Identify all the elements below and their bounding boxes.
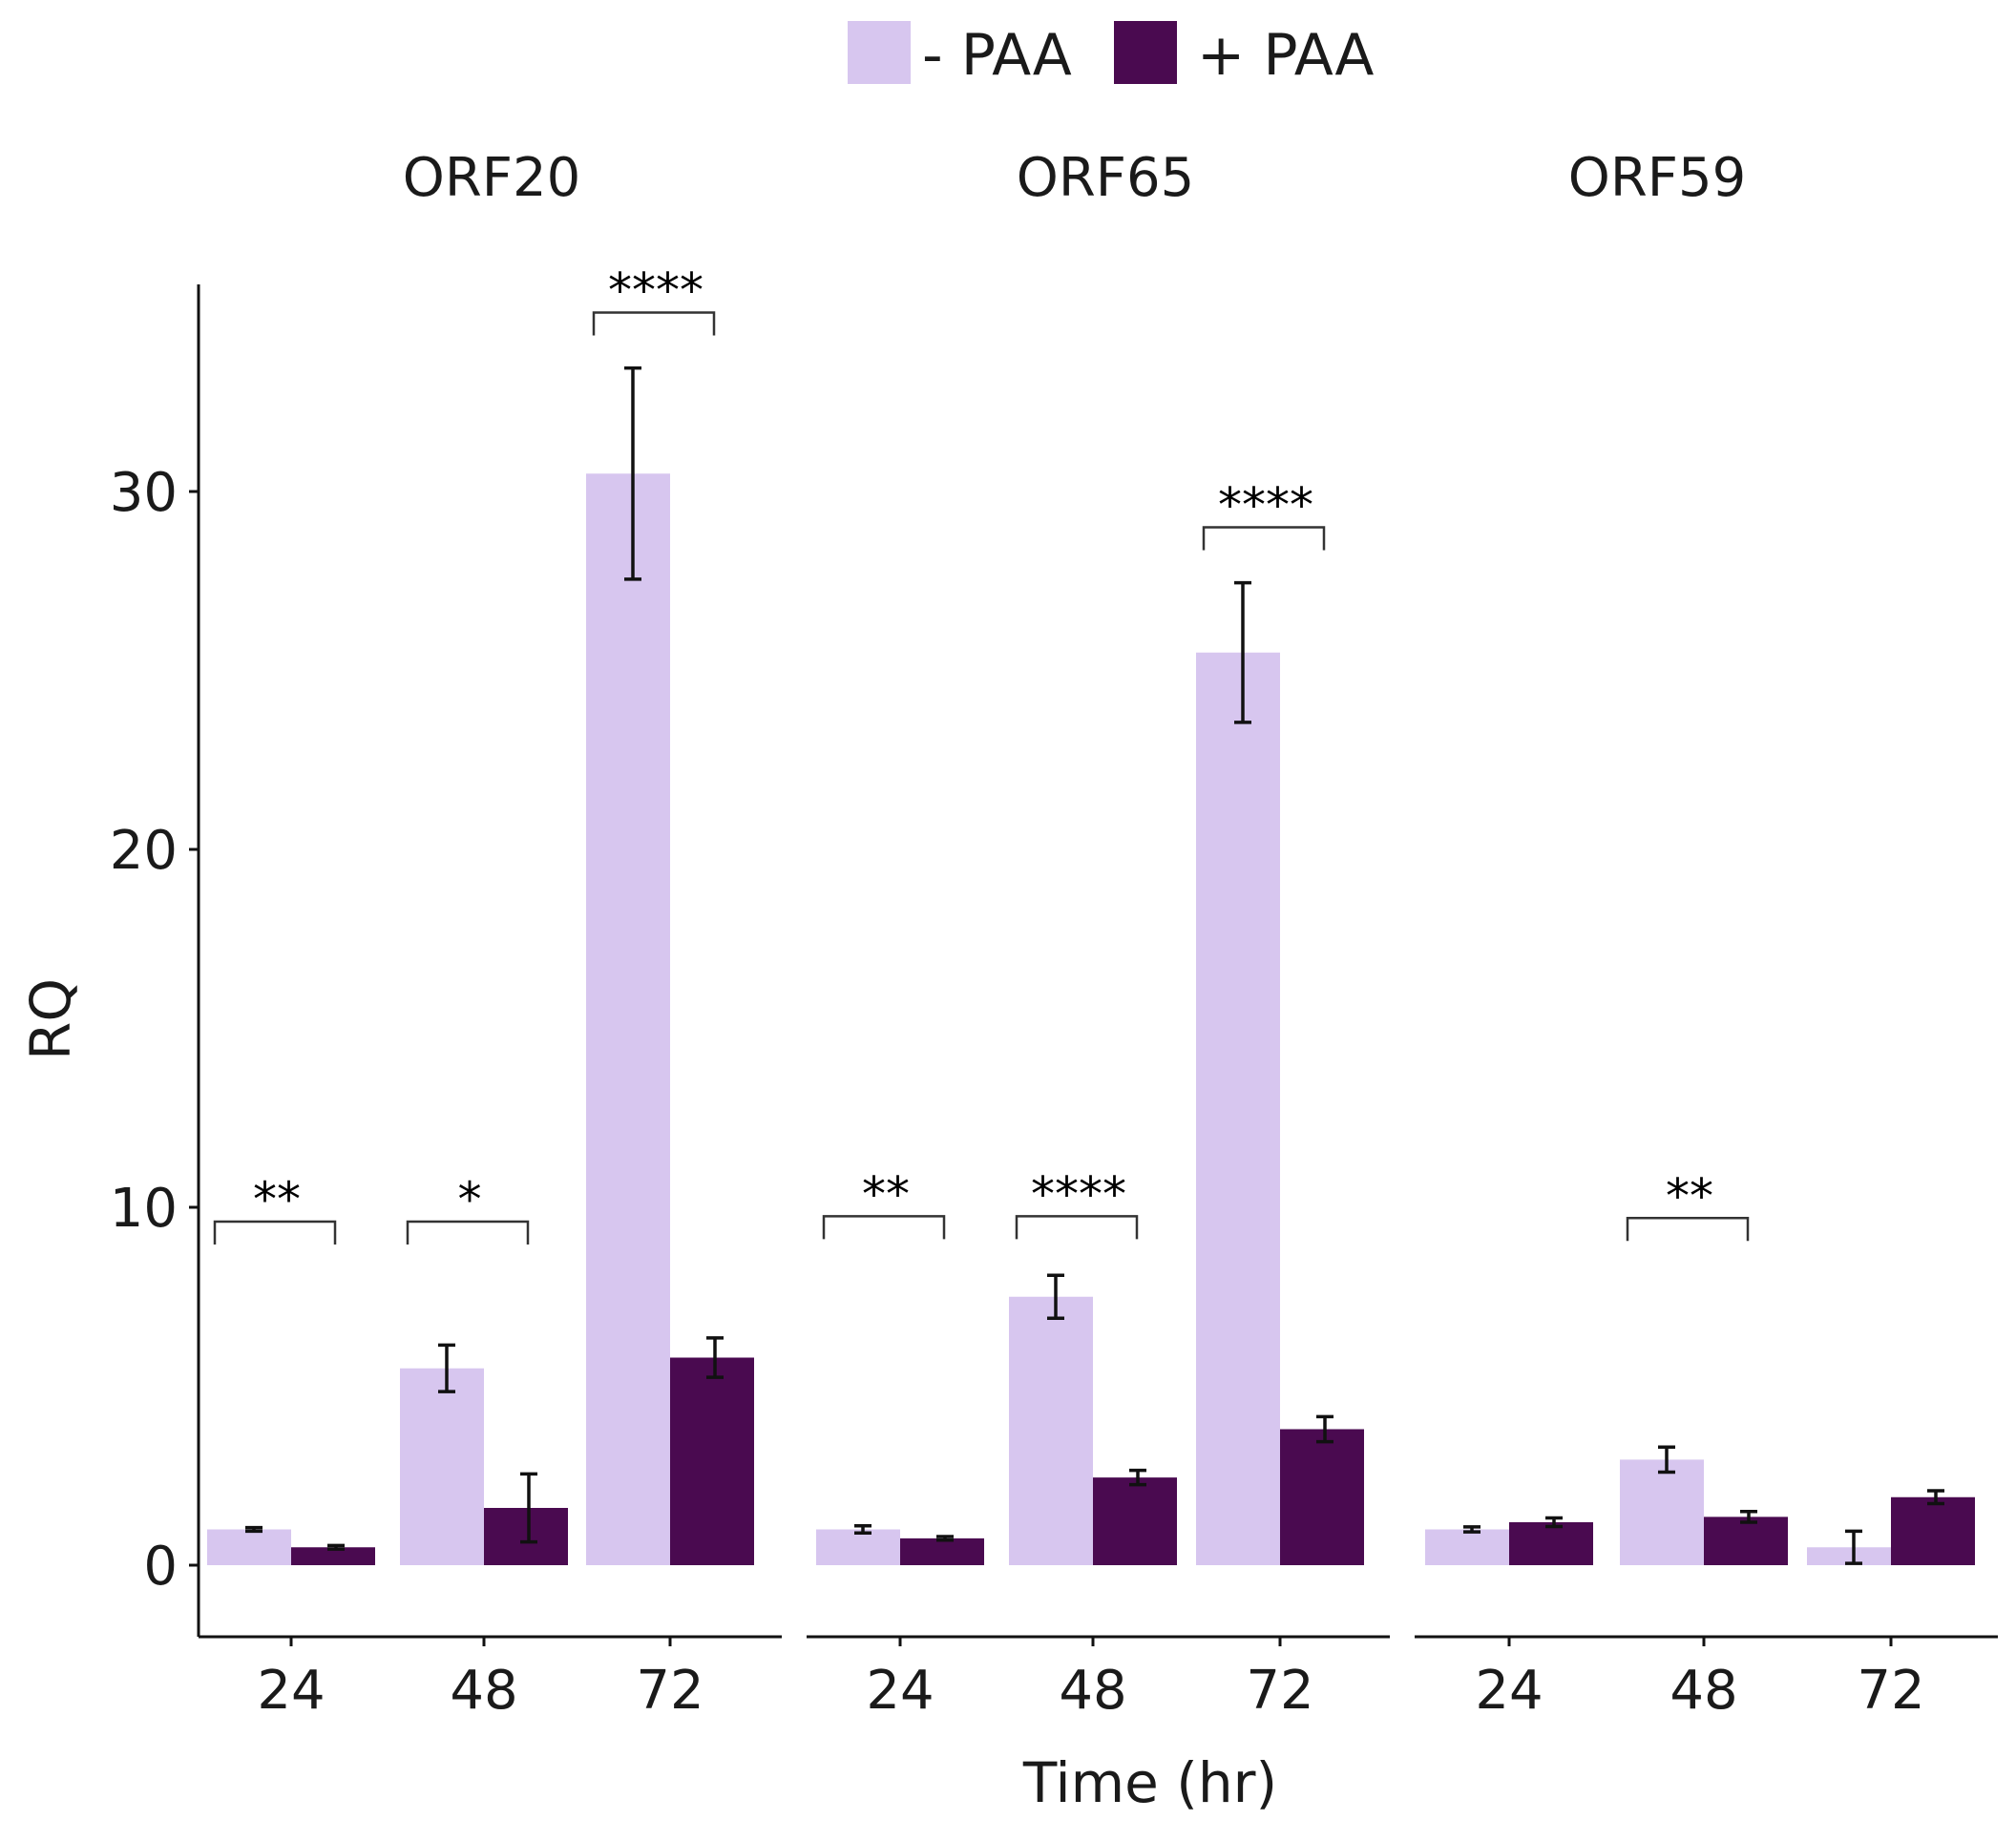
legend-label-minus-paa: - PAA [922, 22, 1072, 89]
bar-orf59-48-plus-paa [1704, 1517, 1788, 1565]
y-tick-label-20: 20 [110, 820, 178, 882]
significance-bracket-orf65-48 [1015, 1215, 1139, 1240]
significance-label-orf20-24: ** [253, 1172, 301, 1227]
y-tick-label-0: 0 [143, 1536, 178, 1598]
x-tick-label-orf65-72: 72 [1246, 1660, 1313, 1722]
bar-orf59-72-plus-paa [1891, 1496, 1975, 1565]
bar-orf59-72-minus-paa [1807, 1547, 1891, 1565]
bar-orf65-24-minus-paa [816, 1529, 900, 1565]
x-tick-label-orf65-48: 48 [1059, 1660, 1126, 1722]
legend-label-plus-paa: + PAA [1197, 22, 1374, 89]
bar-orf65-72-minus-paa [1196, 652, 1280, 1565]
facet-title-orf65: ORF65 [1017, 147, 1194, 209]
facet-title-orf59: ORF59 [1568, 147, 1746, 209]
legend-swatch-plus-paa [1114, 21, 1177, 84]
significance-bracket-orf20-24 [213, 1220, 337, 1245]
bar-orf20-48-plus-paa [484, 1508, 568, 1565]
significance-bracket-orf59-48 [1626, 1217, 1750, 1242]
significance-label-orf65-72: **** [1218, 478, 1313, 533]
significance-bracket-orf65-72 [1202, 526, 1326, 551]
facet-title-orf20: ORF20 [403, 147, 580, 209]
legend-swatch-minus-paa [848, 21, 911, 84]
x-tick-label-orf20-24: 24 [257, 1660, 325, 1722]
bar-orf65-72-plus-paa [1280, 1429, 1364, 1565]
bar-orf59-48-minus-paa [1620, 1459, 1704, 1565]
bar-orf20-72-plus-paa [670, 1357, 754, 1565]
bar-orf20-24-minus-paa [207, 1529, 291, 1565]
bar-orf65-24-plus-paa [900, 1538, 984, 1565]
x-tick-label-orf20-72: 72 [636, 1660, 704, 1722]
x-tick-label-orf59-48: 48 [1670, 1660, 1737, 1722]
bar-orf20-72-minus-paa [586, 473, 670, 1565]
bar-orf20-48-minus-paa [400, 1368, 484, 1565]
significance-bracket-orf65-24 [822, 1215, 946, 1240]
bar-orf65-48-plus-paa [1093, 1477, 1177, 1565]
legend: - PAA + PAA [848, 21, 1374, 89]
x-tick-label-orf20-48: 48 [450, 1660, 517, 1722]
significance-bracket-orf20-48 [406, 1220, 530, 1245]
x-tick-label-orf59-72: 72 [1857, 1660, 1924, 1722]
bar-orf59-24-minus-paa [1425, 1529, 1509, 1565]
bar-orf59-24-plus-paa [1509, 1522, 1593, 1565]
y-tick-label-30: 30 [110, 462, 178, 524]
bar-orf65-48-minus-paa [1009, 1296, 1093, 1565]
significance-label-orf20-48: * [458, 1172, 482, 1227]
facet-titles: ORF20 ORF65 ORF59 [403, 147, 1746, 209]
x-tick-label-orf65-24: 24 [866, 1660, 934, 1722]
significance-label-orf65-48: **** [1031, 1166, 1126, 1222]
significance-label-orf59-48: ** [1666, 1168, 1713, 1224]
y-tick-label-10: 10 [110, 1178, 178, 1240]
bar-orf20-24-plus-paa [291, 1547, 375, 1565]
x-tick-label-orf59-24: 24 [1475, 1660, 1543, 1722]
y-axis-title: RQ [18, 978, 83, 1060]
significance-label-orf65-24: ** [862, 1166, 910, 1222]
significance-label-orf20-72: **** [608, 263, 704, 319]
significance-bracket-orf20-72 [592, 311, 716, 336]
x-axis-title: Time (hr) [1022, 1750, 1277, 1815]
